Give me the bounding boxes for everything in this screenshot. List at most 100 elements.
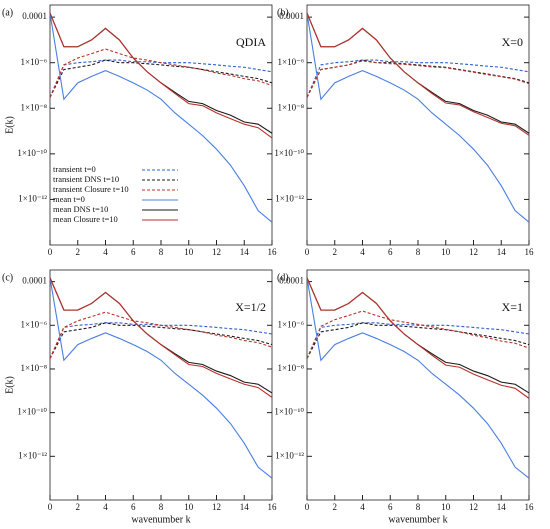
x-tick-label: 12 [212,247,221,257]
series-line [49,311,273,359]
x-tick-label: 6 [131,247,136,257]
series-line [49,277,273,479]
y-tick-label: 1×10⁻¹² [275,450,304,460]
series-line [49,277,273,394]
x-tick-label: 12 [469,502,478,512]
y-tick-label: 1×10⁻¹² [275,193,304,203]
x-tick-label: 16 [525,247,535,257]
series-line [306,277,530,399]
x-tick-label: 12 [212,502,221,512]
panel-label: (d) [277,272,289,283]
y-tick-label: 1×10⁻¹² [18,193,47,203]
plot-frame [306,269,530,501]
x-tick-label: 2 [333,502,338,512]
annotation: X=1/2 [235,300,266,314]
x-tick-label: 14 [497,502,507,512]
annotation: QDIA [236,35,266,49]
series-line [49,48,273,98]
x-tick-label: 0 [305,247,310,257]
series-line [306,310,530,359]
legend-label: mean Closure t=10 [53,214,118,224]
x-tick-label: 16 [268,502,278,512]
y-tick-label: 1×10⁻¹⁰ [274,148,304,158]
x-tick-label: 10 [184,502,194,512]
y-tick-label: 0.0001 [279,11,304,21]
x-tick-label: 10 [184,247,194,257]
legend-label: transient DNS t=10 [53,174,119,184]
x-tick-label: 2 [76,502,81,512]
y-axis-label: E(k) [4,376,15,394]
series-line [49,59,273,98]
series-line [49,12,273,139]
y-tick-label: 1×10⁻⁶ [21,319,47,329]
x-tick-label: 0 [48,247,53,257]
y-tick-label: 1×10⁻⁸ [278,363,304,373]
series-line [306,322,530,359]
legend-label: transient t=0 [53,164,96,174]
x-axis-label: wavenumber k [388,514,447,525]
x-tick-label: 8 [416,502,421,512]
series-line [306,12,530,136]
y-tick-label: 0.0001 [22,11,47,21]
y-tick-label: 1×10⁻¹⁰ [274,407,304,417]
x-tick-label: 4 [103,247,108,257]
x-tick-label: 16 [525,502,535,512]
x-tick-label: 8 [159,502,164,512]
x-tick-label: 4 [360,247,365,257]
x-tick-label: 10 [441,502,451,512]
y-tick-label: 1×10⁻⁶ [21,57,47,67]
plot-frame [306,4,530,246]
y-tick-label: 0.0001 [279,276,304,286]
x-tick-label: 14 [240,502,250,512]
y-tick-label: 1×10⁻¹² [18,450,47,460]
annotation: X=0 [502,35,523,49]
x-tick-label: 12 [469,247,478,257]
x-tick-label: 0 [305,502,310,512]
x-tick-label: 4 [103,502,108,512]
x-tick-label: 6 [388,502,393,512]
x-tick-label: 0 [48,502,53,512]
y-tick-label: 1×10⁻⁶ [278,57,304,67]
x-tick-label: 14 [497,247,507,257]
x-tick-label: 2 [333,247,338,257]
legend-label: transient Closure t=10 [53,184,129,194]
x-tick-label: 10 [441,247,451,257]
y-tick-label: 1×10⁻⁶ [278,319,304,329]
y-tick-label: 1×10⁻¹⁰ [17,407,47,417]
y-tick-label: 0.0001 [22,276,47,286]
x-axis-label: wavenumber k [131,514,190,525]
series-line [306,59,530,98]
series-line [306,12,530,134]
x-tick-label: 4 [360,502,365,512]
legend-label: mean t=0 [53,194,85,204]
annotation: X=1 [502,300,523,314]
y-tick-label: 1×10⁻⁸ [278,102,304,112]
series-line [49,12,273,134]
series-line [306,59,530,98]
series-line [306,322,530,359]
series-line [49,59,273,98]
panel-label: (a) [2,7,13,18]
series-line [306,277,530,394]
series-line [49,13,273,223]
y-tick-label: 1×10⁻¹⁰ [17,148,47,158]
series-line [306,13,530,223]
x-tick-label: 6 [131,502,136,512]
y-tick-label: 1×10⁻⁸ [21,363,47,373]
series-line [49,322,273,359]
series-line [49,277,273,398]
panel-label: (c) [2,272,13,283]
x-tick-label: 8 [159,247,164,257]
x-tick-label: 6 [388,247,393,257]
x-tick-label: 16 [268,247,278,257]
panel-label: (b) [277,7,289,18]
x-tick-label: 2 [76,247,81,257]
y-tick-label: 1×10⁻⁸ [21,102,47,112]
x-tick-label: 14 [240,247,250,257]
legend-label: mean DNS t=10 [53,204,108,214]
series-line [306,277,530,479]
x-tick-label: 8 [416,247,421,257]
y-axis-label: E(k) [4,116,15,134]
series-line [49,322,273,359]
